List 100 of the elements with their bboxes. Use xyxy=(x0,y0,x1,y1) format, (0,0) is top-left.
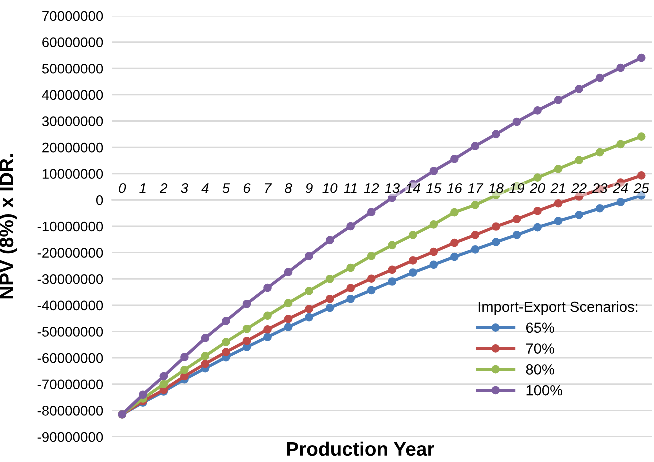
x-tick-label: 12 xyxy=(364,183,380,194)
x-tick-label: 11 xyxy=(344,184,357,194)
y-tick-label: -80000000 xyxy=(38,406,104,416)
point xyxy=(305,287,314,296)
point xyxy=(430,260,438,270)
x-tick-label: 23 xyxy=(592,183,608,194)
legend-label: 65% xyxy=(526,322,554,334)
point xyxy=(284,314,293,324)
x-tick-label: 8 xyxy=(285,183,292,194)
point xyxy=(305,313,314,322)
y-tick-label: 60000000 xyxy=(42,38,104,48)
y-tick-label: 10000000 xyxy=(42,169,104,180)
point xyxy=(471,231,480,240)
point xyxy=(201,360,210,368)
point xyxy=(408,231,418,240)
y-tick-label: -30000000 xyxy=(38,274,104,284)
point xyxy=(180,366,189,374)
point xyxy=(346,222,356,231)
y-tick-label: -10000000 xyxy=(38,222,104,232)
x-tick-label: 13 xyxy=(385,183,400,194)
y-tick-label: -50000000 xyxy=(38,327,104,337)
y-tick-label: -20000000 xyxy=(38,248,104,258)
point xyxy=(450,238,459,248)
point xyxy=(534,223,542,232)
point xyxy=(367,208,376,216)
point xyxy=(430,248,438,256)
point xyxy=(554,164,563,174)
point xyxy=(284,268,293,276)
x-tick-label: 22 xyxy=(572,183,587,194)
point xyxy=(534,207,542,216)
point xyxy=(554,96,563,104)
point xyxy=(637,54,646,62)
y-tick-label: 50000000 xyxy=(42,64,104,74)
x-tick-label: 25 xyxy=(634,183,650,194)
x-tick-label: 20 xyxy=(530,183,546,194)
x-axis-title: Production Year xyxy=(287,442,434,456)
point xyxy=(388,194,397,202)
point xyxy=(450,154,459,164)
point xyxy=(264,325,272,334)
x-tick-label: 19 xyxy=(510,183,524,194)
point xyxy=(180,353,189,362)
point xyxy=(471,245,480,254)
y-tick-label: 0 xyxy=(96,196,104,206)
point xyxy=(450,252,459,262)
point xyxy=(408,256,418,265)
x-tick-label: 24 xyxy=(613,183,628,194)
point xyxy=(264,312,272,320)
point xyxy=(492,238,500,246)
point xyxy=(201,334,210,342)
point xyxy=(637,132,646,141)
point xyxy=(512,231,522,240)
point xyxy=(408,268,418,277)
x-tick-label: 10 xyxy=(322,183,338,194)
point xyxy=(430,167,438,176)
point xyxy=(284,323,293,332)
point xyxy=(512,215,522,224)
x-tick-label: 18 xyxy=(488,183,504,194)
point xyxy=(242,300,252,308)
point xyxy=(326,294,334,304)
x-tick-label: 6 xyxy=(244,183,251,194)
point xyxy=(305,252,314,260)
x-tick-label: 5 xyxy=(222,184,230,194)
y-tick-label: -90000000 xyxy=(38,432,104,442)
x-tick-label: 16 xyxy=(447,183,462,194)
point xyxy=(346,294,356,304)
point xyxy=(512,118,522,126)
x-tick-label: 1 xyxy=(140,184,146,194)
legend-title: Import-Export Scenarios: xyxy=(478,301,638,316)
point xyxy=(637,172,646,180)
point xyxy=(554,199,563,208)
point xyxy=(492,130,500,139)
point xyxy=(534,106,542,115)
legend-label: 80% xyxy=(526,364,554,375)
point xyxy=(264,284,272,292)
point xyxy=(450,208,459,217)
point xyxy=(284,299,293,308)
point xyxy=(242,337,252,346)
legend-label: 100% xyxy=(526,385,563,396)
point xyxy=(326,274,334,284)
y-tick-label: -60000000 xyxy=(38,353,104,364)
legend-label: 70% xyxy=(526,344,554,354)
point xyxy=(367,252,376,260)
x-tick-label: 4 xyxy=(202,184,209,194)
x-tick-label: 0 xyxy=(119,183,126,194)
point xyxy=(596,148,604,157)
point xyxy=(616,198,626,206)
point xyxy=(305,304,314,314)
point xyxy=(367,286,376,295)
point xyxy=(471,142,480,150)
point xyxy=(138,390,148,400)
x-tick-label: 9 xyxy=(306,183,313,194)
y-tick-label: 70000000 xyxy=(42,11,104,22)
point xyxy=(160,380,168,389)
point xyxy=(554,217,563,226)
point xyxy=(264,333,272,342)
y-tick-label: 30000000 xyxy=(42,116,104,126)
y-tick-label: 20000000 xyxy=(42,142,104,153)
point xyxy=(201,352,210,360)
y-tick-label: -40000000 xyxy=(38,300,104,311)
point xyxy=(388,266,397,274)
